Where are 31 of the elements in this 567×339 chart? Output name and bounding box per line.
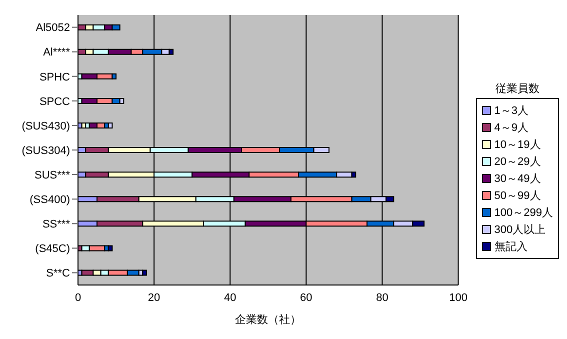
legend-label: 50～99人 <box>494 188 541 202</box>
legend-label: 4～9人 <box>494 120 529 134</box>
y-tick-label: SUS*** <box>34 169 71 182</box>
x-tick-label: 20 <box>148 292 160 304</box>
x-tick-label: 40 <box>224 292 236 304</box>
y-tick-label: (SS400) <box>30 194 70 206</box>
x-tick-label: 0 <box>74 292 82 304</box>
legend-title: 従業員数 <box>494 82 541 96</box>
y-tick-label: S**C <box>46 268 70 280</box>
x-tick-label: 60 <box>300 292 312 304</box>
legend-label: 30～49人 <box>494 172 541 186</box>
x-tick-label: 80 <box>376 292 388 304</box>
y-tick-label: (SUS430) <box>22 120 70 132</box>
legend-label: 1～3人 <box>494 104 529 118</box>
legend-label: 無記入 <box>494 240 528 254</box>
bar <box>108 245 113 252</box>
y-tick-label: Al5052 <box>36 22 70 34</box>
legend-label: 100～299人 <box>494 206 553 220</box>
y-tick-label: SPCC <box>39 96 70 108</box>
y-tick-label: (SUS304) <box>22 144 70 157</box>
x-tick-label: 100 <box>449 292 468 304</box>
bar <box>142 270 147 276</box>
y-tick-label: SPHC <box>39 71 70 84</box>
y-tick-label: SS*** <box>42 218 71 231</box>
y-tick-label: (S45C) <box>35 243 70 256</box>
y-tick-label: Al**** <box>43 46 71 59</box>
legend-label: 300人以上 <box>494 222 546 236</box>
legend-label: 10～19人 <box>494 138 541 152</box>
x-axis-title: 企業数（社） <box>235 313 302 326</box>
bar <box>108 122 113 128</box>
legend-label: 20～29人 <box>494 154 541 168</box>
